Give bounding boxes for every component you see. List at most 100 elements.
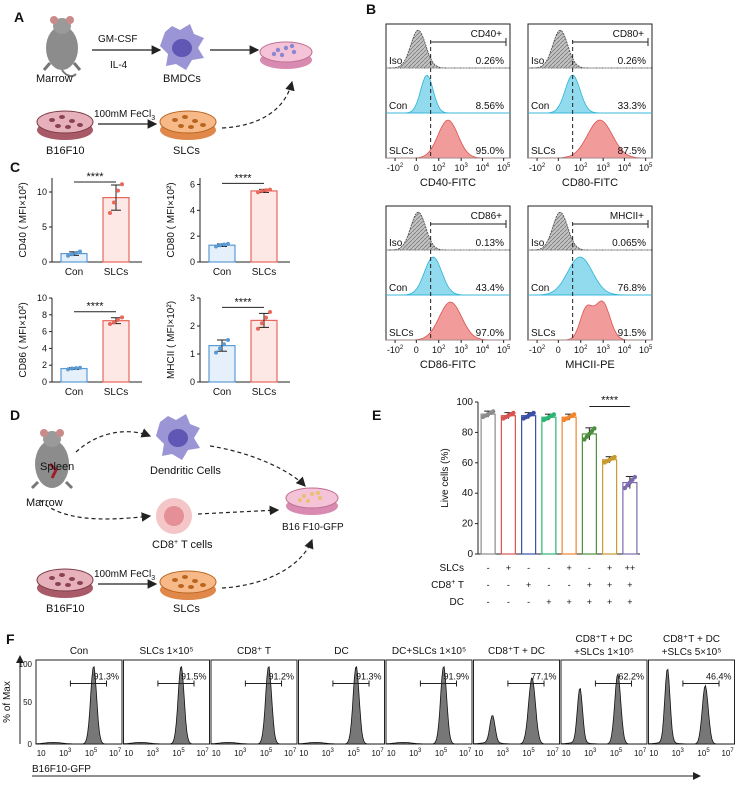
x-tick-label: 103 (454, 345, 468, 355)
plot-title: CD8⁺T + DC (575, 634, 632, 645)
x-tick-exp: 2 (542, 345, 546, 351)
x-tick-label: 103 (454, 163, 468, 173)
histogram-peak-fill (386, 212, 510, 250)
x-tick-base: 10 (85, 749, 94, 758)
il4-label: IL-4 (110, 60, 128, 71)
x-tick-label: 105 (639, 345, 653, 355)
data-point (70, 366, 74, 371)
data-point (268, 310, 272, 314)
percent-label: 0.26% (476, 56, 504, 67)
percent-label: 77.1% (531, 672, 557, 682)
x-tick-label: Con (65, 387, 83, 398)
row-label: SLCs (389, 328, 413, 339)
bar (602, 459, 618, 555)
y-tick-label: 6 (42, 327, 47, 337)
x-tick-label: -102 (387, 163, 404, 173)
y-tick-label: 4 (42, 343, 47, 353)
x-tick-base: 10 (584, 749, 593, 758)
matrix-cell: - (527, 597, 530, 607)
data-point (78, 249, 82, 254)
x-tick-label: 105 (639, 163, 653, 173)
percent-label: 0.26% (618, 56, 646, 67)
data-point (218, 346, 222, 351)
panel-d-label: D (10, 407, 20, 423)
matrix-cell: + (546, 597, 551, 607)
bar (250, 319, 278, 383)
matrix-row-label: CD8+ T (431, 579, 464, 591)
arrow-mouse-cd8 (39, 499, 152, 522)
significance-label: **** (234, 296, 252, 308)
data-point (112, 320, 116, 325)
matrix-cell: - (507, 597, 510, 607)
y-axis-label: CD80 ( MFI×10²) (166, 182, 177, 257)
x-tick-base: 10 (322, 749, 331, 758)
plot-title: Con (70, 646, 88, 657)
row-label: Iso (389, 56, 403, 67)
y-tick-label: 10 (37, 293, 47, 303)
y-tick-label: 8 (42, 310, 47, 320)
x-tick-base: 10 (562, 749, 571, 758)
x-tick-label: 103 (584, 748, 597, 758)
row-label-sup: + (451, 579, 455, 586)
x-tick-label: 10 (212, 749, 221, 758)
x-tick-base: 10 (476, 163, 486, 173)
x-tick-label: 0 (556, 345, 561, 355)
gate-label: CD80+ (613, 29, 645, 40)
x-tick-base: 10 (387, 749, 396, 758)
x-tick-base: 10 (574, 345, 584, 355)
percent-label: 91.2% (268, 672, 294, 682)
x-tick-label: 105 (260, 748, 273, 758)
arrow-mouse-dc (75, 428, 152, 453)
x-tick-base: 10 (459, 749, 468, 758)
x-tick-base: 10 (435, 749, 444, 758)
x-tick-exp: 7 (730, 748, 734, 754)
panel-c-label: C (10, 159, 20, 175)
histogram-peak (210, 665, 297, 745)
bar (250, 190, 278, 263)
arrow-dc-target (209, 445, 306, 487)
gate-label: CD86+ (471, 211, 503, 222)
x-tick-exp: 5 (269, 748, 273, 754)
x-tick-label: 107 (721, 748, 734, 758)
x-tick-label: 102 (574, 163, 588, 173)
gmcsf-label: GM-CSF (98, 34, 137, 45)
x-tick-exp: 7 (205, 748, 209, 754)
bar (60, 367, 88, 383)
slcs-label: SLCs (173, 145, 200, 157)
bar (500, 415, 516, 555)
flow-plot: Iso 0.26%Con 33.3%SLCs 87.5%CD80+-102 0 102 10… (527, 23, 653, 189)
b16f10-label-d: B16F10 (46, 603, 85, 615)
x-tick-exp: 7 (118, 748, 122, 754)
x-tick-base: 10 (649, 749, 658, 758)
flow-plot: Iso 0.065%Con 76.8%SLCs 91.5%MHCII+-102 0 102… (527, 205, 653, 371)
matrix-row-label: DC (450, 597, 464, 608)
x-tick-exp: 2 (442, 345, 446, 351)
x-tick-exp: 4 (486, 345, 490, 351)
x-tick-label: 103 (234, 748, 247, 758)
fecl3-label-d: 100mM FeCl3 (94, 569, 155, 582)
x-tick-base: 10 (371, 749, 380, 758)
b16f10-dish-icon-d (36, 568, 94, 598)
y-tick-label: 2 (190, 231, 195, 241)
data-point (218, 243, 222, 248)
x-tick-base: 10 (522, 749, 531, 758)
data-point (264, 188, 268, 193)
x-tick-exp: 3 (418, 748, 422, 754)
x-tick-base: 10 (299, 749, 308, 758)
x-tick-exp: 5 (507, 163, 511, 169)
y-tick-label: 0 (28, 740, 33, 749)
matrix-cell: - (547, 580, 550, 590)
x-tick-base: 10 (497, 345, 507, 355)
matrix-cell: - (527, 563, 530, 573)
x-tick-label: 107 (546, 748, 559, 758)
x-tick-base: 10 (596, 163, 606, 173)
x-tick-label: 10 (387, 749, 396, 758)
histogram-peak (473, 677, 560, 745)
percent-label: 8.56% (476, 101, 504, 112)
x-tick-exp: 5 (507, 345, 511, 351)
arrow-slcs-dish (221, 80, 295, 129)
